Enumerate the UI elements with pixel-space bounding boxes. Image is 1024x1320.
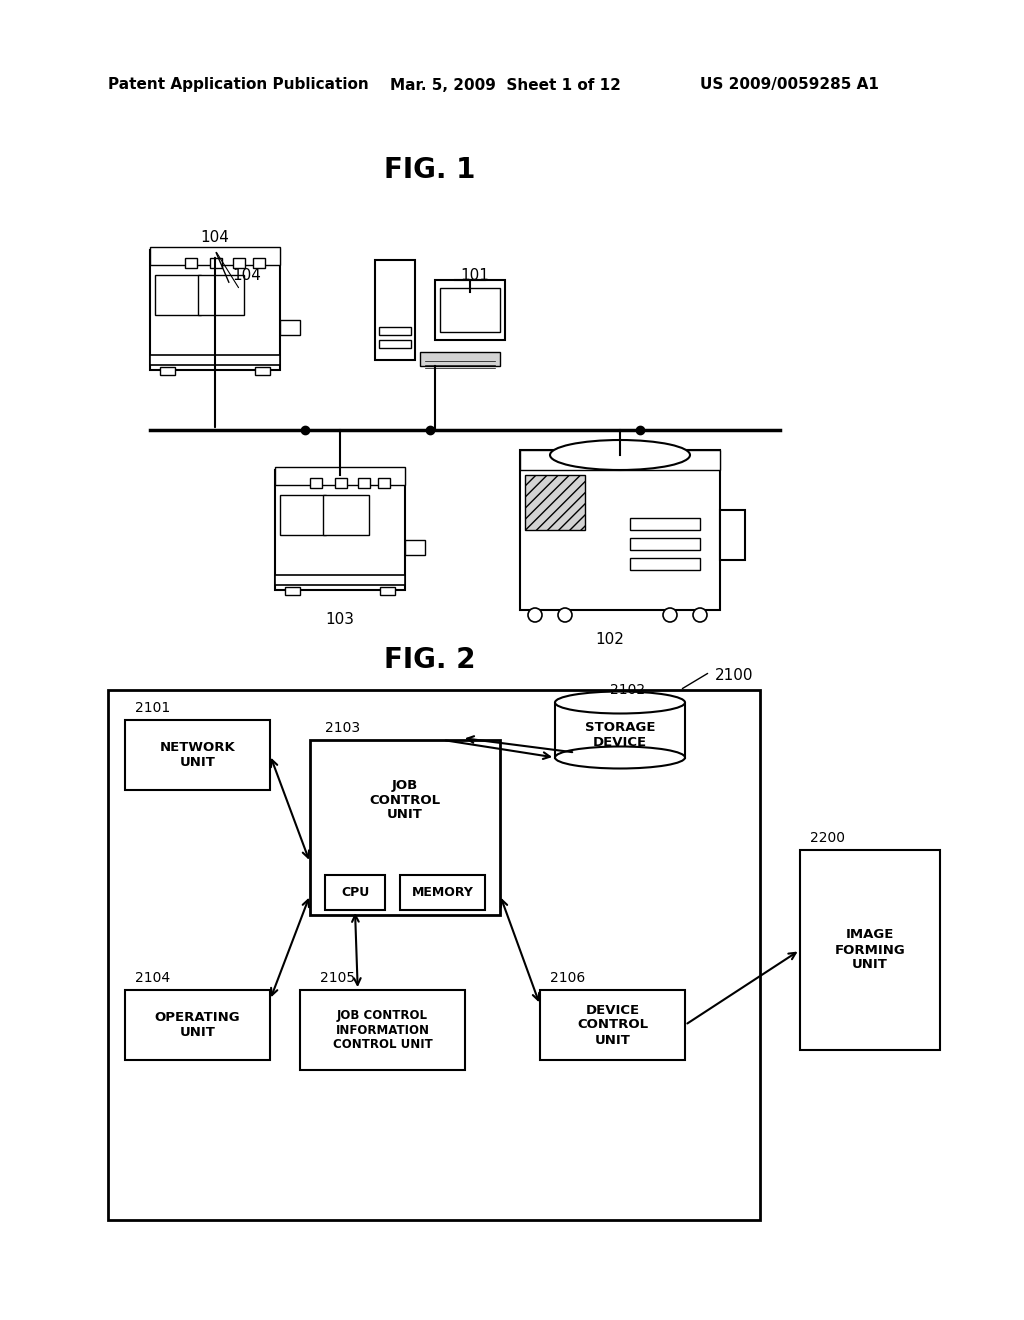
Bar	[155, 275, 201, 315]
Bar	[378, 478, 390, 488]
Bar	[720, 510, 745, 560]
Bar	[160, 367, 175, 375]
Bar	[108, 690, 760, 1220]
Ellipse shape	[555, 692, 685, 714]
Bar	[540, 990, 685, 1060]
Text: Patent Application Publication: Patent Application Publication	[108, 78, 369, 92]
Bar	[335, 478, 347, 488]
Bar	[255, 367, 270, 375]
Bar	[440, 288, 500, 333]
Bar	[325, 875, 385, 909]
Bar	[379, 341, 411, 348]
Bar	[233, 257, 245, 268]
Text: 2106: 2106	[550, 972, 586, 985]
Bar	[280, 319, 300, 335]
Bar	[310, 478, 322, 488]
Text: STORAGE
DEVICE: STORAGE DEVICE	[585, 721, 655, 748]
Ellipse shape	[550, 440, 690, 470]
Circle shape	[663, 609, 677, 622]
Text: IMAGE
FORMING
UNIT: IMAGE FORMING UNIT	[835, 928, 905, 972]
Circle shape	[558, 609, 572, 622]
Bar	[253, 257, 265, 268]
Bar	[323, 495, 369, 535]
Text: 104: 104	[201, 230, 229, 246]
Text: 2200: 2200	[810, 832, 845, 845]
Bar	[285, 587, 300, 595]
Text: DEVICE
CONTROL
UNIT: DEVICE CONTROL UNIT	[577, 1003, 648, 1047]
Bar	[525, 475, 585, 531]
Bar	[520, 450, 720, 470]
Text: FIG. 2: FIG. 2	[384, 645, 476, 675]
Bar	[210, 257, 222, 268]
Bar	[125, 990, 270, 1060]
Bar	[280, 495, 326, 535]
Text: 2105: 2105	[319, 972, 355, 985]
Circle shape	[528, 609, 542, 622]
Bar	[520, 450, 720, 610]
Text: MEMORY: MEMORY	[412, 886, 473, 899]
Text: Mar. 5, 2009  Sheet 1 of 12: Mar. 5, 2009 Sheet 1 of 12	[390, 78, 621, 92]
Text: NETWORK
UNIT: NETWORK UNIT	[160, 741, 236, 770]
Bar	[375, 260, 415, 360]
Bar	[300, 990, 465, 1071]
Text: CPU: CPU	[341, 886, 369, 899]
Text: 102: 102	[596, 632, 625, 647]
Text: 103: 103	[326, 612, 354, 627]
Bar	[380, 587, 395, 595]
Bar	[435, 280, 505, 341]
Bar	[125, 719, 270, 789]
Bar	[358, 478, 370, 488]
Text: 2101: 2101	[135, 701, 170, 715]
Bar	[150, 355, 280, 366]
Bar	[555, 702, 685, 758]
Bar	[800, 850, 940, 1049]
Text: US 2009/0059285 A1: US 2009/0059285 A1	[700, 78, 879, 92]
Text: 104: 104	[232, 268, 261, 282]
Bar	[198, 275, 244, 315]
Text: 2102: 2102	[610, 684, 645, 697]
Bar	[310, 741, 500, 915]
Bar	[275, 576, 406, 585]
Text: 101: 101	[460, 268, 488, 282]
Bar	[630, 539, 700, 550]
Ellipse shape	[555, 747, 685, 768]
Text: 2104: 2104	[135, 972, 170, 985]
Bar	[630, 558, 700, 570]
Bar	[379, 327, 411, 335]
Text: FIG. 1: FIG. 1	[384, 156, 476, 183]
FancyBboxPatch shape	[275, 470, 406, 590]
Bar	[420, 352, 500, 366]
Bar	[185, 257, 197, 268]
Text: JOB
CONTROL
UNIT: JOB CONTROL UNIT	[370, 779, 440, 821]
Text: 2100: 2100	[715, 668, 754, 682]
Text: JOB CONTROL
INFORMATION
CONTROL UNIT: JOB CONTROL INFORMATION CONTROL UNIT	[333, 1008, 432, 1052]
Circle shape	[693, 609, 707, 622]
FancyBboxPatch shape	[150, 249, 280, 370]
Bar	[406, 540, 425, 554]
Bar	[150, 247, 280, 265]
Bar	[275, 467, 406, 484]
Bar	[630, 517, 700, 531]
Bar	[400, 875, 485, 909]
Text: OPERATING
UNIT: OPERATING UNIT	[155, 1011, 241, 1039]
Text: 2103: 2103	[325, 721, 360, 735]
